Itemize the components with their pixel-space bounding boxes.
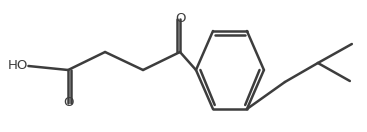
Text: O: O — [63, 96, 73, 110]
Text: HO: HO — [8, 60, 28, 72]
Text: O: O — [175, 13, 185, 25]
